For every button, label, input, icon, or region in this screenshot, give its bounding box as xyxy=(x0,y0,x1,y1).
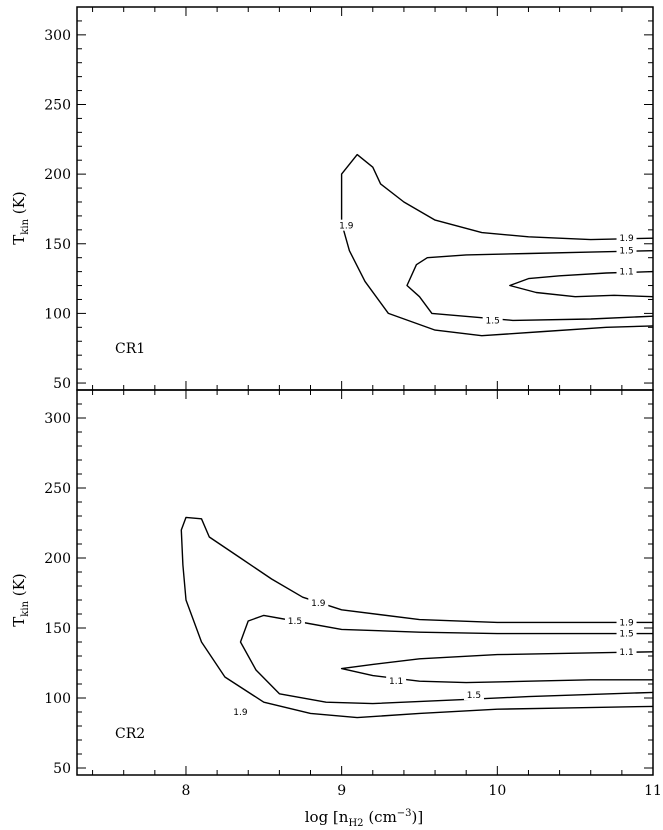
y-tick-label: 50 xyxy=(53,376,71,392)
contour-label: 1.1 xyxy=(619,268,633,278)
y-tick-label: 100 xyxy=(44,691,71,707)
y-tick-label: 300 xyxy=(44,28,71,44)
x-tick-label: 8 xyxy=(182,783,191,799)
contour-line-1-5 xyxy=(239,614,654,705)
contour-label: 1.1 xyxy=(619,648,633,658)
contour-line-1-1 xyxy=(340,651,654,684)
y-tick-label: 150 xyxy=(44,237,71,253)
x-tick-label: 9 xyxy=(337,783,346,799)
contour-line-1-9 xyxy=(180,516,654,719)
contour-label-bg xyxy=(616,265,637,277)
y-tick-label: 150 xyxy=(44,621,71,637)
y-axis-title-top: Tkin (K) xyxy=(10,191,31,244)
y-axis-title-bottom: Tkin (K) xyxy=(10,573,31,626)
x-tick-label: 11 xyxy=(644,783,662,799)
y-tick-label: 250 xyxy=(44,97,71,113)
contour-label: 1.9 xyxy=(619,234,634,244)
y-tick-label: 50 xyxy=(53,761,71,777)
panel-label: CR1 xyxy=(115,341,145,357)
contour-label-bg xyxy=(616,627,637,639)
contour-label: 1.5 xyxy=(619,247,633,257)
contour-label-bg xyxy=(230,706,251,717)
contour-label: 1.9 xyxy=(339,222,354,232)
contour-line-1-1 xyxy=(509,270,654,298)
contour-label-bg xyxy=(616,616,637,628)
contour-label: 1.9 xyxy=(619,618,634,628)
contour-label-bg xyxy=(463,689,484,701)
y-tick-label: 200 xyxy=(44,167,71,183)
contour-label-bg xyxy=(386,675,407,687)
contour-label: 1.5 xyxy=(467,691,481,701)
contour-label: 1.5 xyxy=(288,617,302,627)
y-tick-label: 250 xyxy=(44,481,71,497)
contour-label: 1.9 xyxy=(233,708,248,718)
contour-label-bg xyxy=(616,244,637,256)
contour-label-bg xyxy=(482,314,503,326)
contour-line-1-9 xyxy=(340,153,654,337)
contour-line-1-5 xyxy=(406,250,654,322)
panel-cr1: 50 100 150 200 250 300 1.9 1.9 1.5 1.5 1.1 CR1 xyxy=(44,6,654,392)
contour-label-bg xyxy=(616,645,637,657)
contour-label-bg xyxy=(284,615,305,626)
contour-label-bg xyxy=(616,232,637,244)
contour-label-bg xyxy=(308,596,329,608)
y-tick-label: 300 xyxy=(44,411,71,427)
contour-label: 1.9 xyxy=(311,599,326,609)
panel-cr2: 50 100 150 200 250 300 8 9 10 11 1.9 1.9 1.9 1.5 1.5 1.… xyxy=(44,389,662,799)
plot-frame xyxy=(76,389,654,776)
x-tick-label: 10 xyxy=(488,783,506,799)
plot-frame xyxy=(76,6,654,391)
panel-label: CR2 xyxy=(115,726,145,742)
contour-label: 1.1 xyxy=(389,677,403,687)
contour-label: 1.5 xyxy=(485,316,499,326)
contour-label: 1.5 xyxy=(619,630,633,640)
y-tick-label: 200 xyxy=(44,551,71,567)
x-axis-title: log [nH2 (cm−3)] xyxy=(305,808,424,829)
contour-label-bg xyxy=(336,219,357,231)
y-tick-label: 100 xyxy=(44,306,71,322)
